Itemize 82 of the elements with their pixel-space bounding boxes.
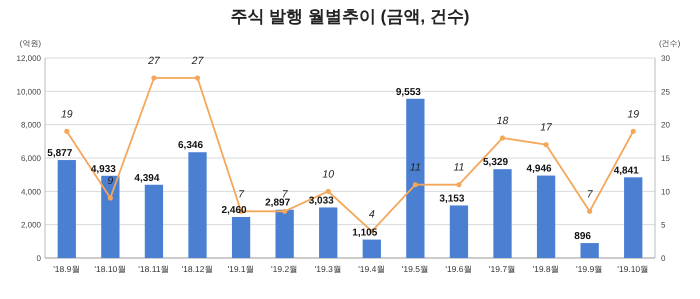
data-label: 4,841	[614, 165, 640, 176]
y-tick-label: 12,000	[16, 54, 42, 63]
x-tick-label: '18.9월	[53, 264, 80, 274]
point	[151, 75, 157, 81]
bar	[232, 217, 250, 258]
point	[194, 75, 200, 81]
bar	[144, 184, 164, 258]
y2-tick-label: 5	[661, 220, 666, 230]
y-tick-label: 6,000	[20, 154, 42, 163]
y2-tick-label: 15	[661, 154, 670, 163]
y2-axis-title: (건수)	[659, 39, 681, 48]
y2-tick-label: 10	[661, 187, 670, 196]
data-label: 11	[453, 162, 464, 174]
data-label: 19	[627, 108, 640, 120]
y2-tick-label: 25	[661, 87, 670, 96]
point	[326, 188, 331, 194]
bar	[188, 152, 207, 258]
point	[500, 135, 506, 141]
data-label: 11	[410, 162, 421, 174]
bar	[275, 210, 294, 258]
data-label: 6,346	[178, 140, 204, 152]
bar	[319, 207, 338, 258]
y2-tick-label: 20	[661, 120, 670, 130]
x-tick-label: '19.3월	[314, 264, 342, 274]
point	[587, 208, 592, 214]
point	[456, 182, 462, 188]
data-label: 4	[368, 208, 375, 220]
x-tick-label: '19.1월	[227, 264, 255, 274]
y-tick-label: 4,000	[20, 187, 42, 196]
data-label: 2,897	[265, 198, 291, 209]
x-tick-label: '19.7월	[488, 264, 516, 274]
data-label: 18	[496, 115, 508, 127]
chart-title: 주식 발행 월별추이 (금액, 건수)	[230, 7, 470, 26]
y2-tick-label: 30	[661, 54, 670, 63]
point	[282, 208, 288, 214]
x-tick-label: '19.2월	[271, 264, 298, 274]
y-axis-title: (억원)	[20, 39, 42, 48]
x-tick-label: '19.9월	[576, 264, 604, 274]
data-label: 19	[60, 108, 73, 120]
data-label: 9	[107, 175, 114, 187]
bar	[493, 169, 512, 258]
data-label: 10	[322, 168, 334, 180]
x-tick-label: '19.4월	[358, 264, 386, 274]
x-tick-label: '19.8월	[532, 264, 560, 274]
bar	[580, 243, 599, 258]
point	[630, 128, 636, 134]
data-label: 896	[574, 231, 592, 242]
y-tick-label: 10,000	[16, 87, 42, 96]
x-tick-label: '19.6월	[445, 264, 473, 274]
bar	[362, 240, 381, 258]
data-label: 3,033	[308, 195, 334, 206]
x-tick-label: '19.10월	[617, 264, 650, 274]
x-tick-label: '19.5월	[402, 264, 429, 274]
bar	[624, 177, 642, 258]
x-tick-label: '18.11월	[138, 264, 170, 274]
point	[108, 195, 113, 201]
bar	[450, 205, 468, 258]
data-label: 17	[540, 122, 554, 134]
bar	[406, 98, 425, 258]
data-label: 4,946	[526, 164, 552, 175]
data-label: 7	[238, 188, 246, 200]
data-label: 1,105	[352, 228, 378, 239]
bar	[58, 160, 76, 258]
y2-tick-label: 0	[661, 254, 666, 263]
data-label: 27	[147, 55, 161, 67]
point	[412, 182, 418, 188]
y-tick-label: 0	[36, 254, 42, 263]
y-tick-label: 2,000	[20, 220, 42, 230]
data-label: 4,394	[134, 172, 160, 184]
data-label: 9,553	[396, 86, 422, 98]
bar	[101, 176, 120, 258]
data-label: 5,877	[47, 148, 73, 160]
data-label: 7	[586, 188, 594, 200]
point	[543, 142, 549, 148]
data-label: 3,153	[439, 193, 465, 204]
y-tick-label: 8,000	[20, 120, 42, 130]
x-tick-label: '18.10월	[94, 264, 126, 274]
data-label: 5,329	[482, 157, 508, 168]
bar	[536, 176, 556, 258]
point	[64, 128, 70, 134]
data-label: 27	[190, 55, 204, 67]
x-tick-label: '18.12월	[182, 264, 214, 274]
